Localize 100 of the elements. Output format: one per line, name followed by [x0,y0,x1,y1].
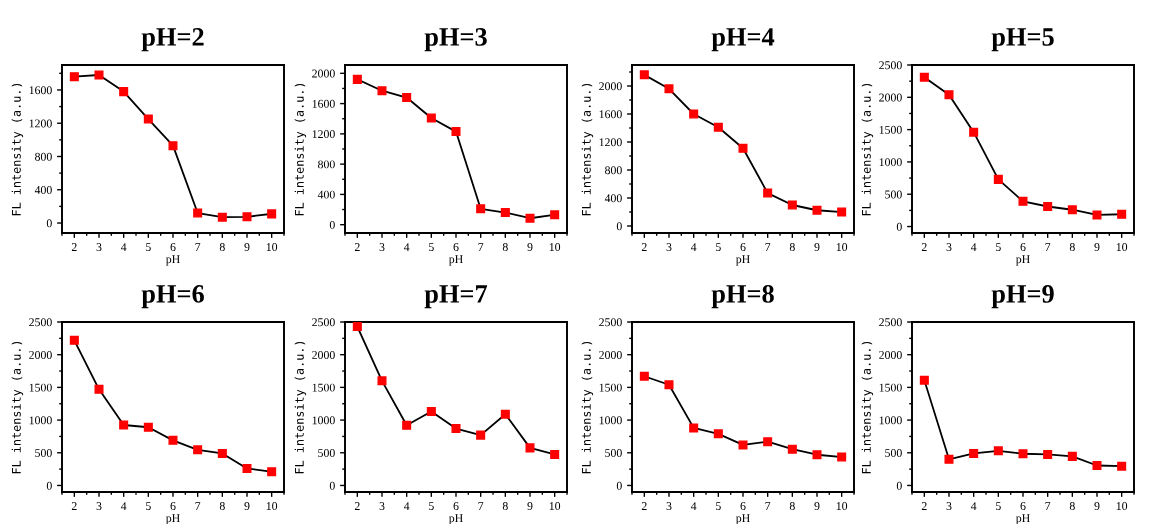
point [1117,209,1127,219]
x-tick-label: 7 [1045,502,1051,510]
point [664,84,674,94]
point [500,208,510,218]
point [1018,196,1028,206]
y-tick-label: 2500 [879,61,902,70]
x-tick-label: 8 [1069,502,1075,511]
x-axis-title: pH [448,514,463,524]
point [1067,205,1077,215]
x-tick-label: 5 [996,502,1001,511]
point [763,188,773,198]
point [168,435,178,445]
point [1043,449,1053,459]
y-tick-label: 500 [885,190,902,199]
x-tick-label: 6 [1020,502,1026,511]
x-axis-title: pH [165,255,180,266]
x-tick-label: 7 [195,502,201,510]
y-tick-label: 1200 [29,119,52,128]
y-axis-title: FL intensity (a.u.) [11,341,24,474]
point [993,446,1003,456]
y-tick-label: 400 [317,190,335,199]
point [787,200,797,210]
point [94,70,104,80]
x-tick-label: 2 [354,243,360,251]
point [119,87,129,97]
x-tick-label: 4 [120,243,127,251]
x-tick-label: 10 [266,243,278,252]
y-tick-label: 500 [318,449,335,457]
point [267,467,277,477]
x-tick-label: 3 [379,243,385,252]
x-tick-label: 10 [836,502,848,511]
point [919,72,929,82]
x-tick-label: 2 [71,502,77,510]
point [500,409,510,419]
y-tick-label: 1600 [312,99,335,108]
x-tick-label: 4 [690,502,697,510]
x-tick-label: 2 [641,243,647,251]
y-tick-label: 400 [604,194,622,203]
point [738,440,748,450]
x-tick-label: 3 [96,243,102,252]
chart-title: pH=9 [991,285,1054,309]
point [812,450,822,460]
x-tick-label: 3 [666,243,672,252]
y-tick-label: 1000 [312,416,335,425]
x-tick-label: 10 [549,502,561,511]
point [1092,461,1102,471]
y-tick-label: 0 [329,220,335,229]
x-tick-label: 4 [403,502,410,510]
point [969,448,979,458]
x-tick-label: 5 [429,243,434,252]
x-axis-title: pH [735,514,750,524]
y-tick-label: 1600 [599,110,622,119]
point [713,122,723,132]
x-tick-label: 7 [478,243,484,251]
x-tick-label: 10 [1116,502,1128,511]
point [476,204,486,214]
chart-title: pH=6 [141,285,204,309]
point [969,127,979,137]
x-tick-label: 9 [527,502,533,511]
point [1018,449,1028,459]
y-tick-label: 2000 [879,350,902,359]
point [689,109,699,119]
point [168,141,178,151]
y-tick-label: 0 [616,481,622,490]
y-axis-title: FL intensity (a.u.) [861,83,874,216]
x-tick-label: 2 [71,243,77,251]
x-tick-label: 9 [244,502,250,511]
y-tick-label: 500 [605,449,622,457]
y-tick-label: 0 [616,222,622,231]
x-tick-label: 6 [453,502,459,511]
y-axis-title: FL intensity (a.u.) [581,341,594,474]
x-tick-label: 6 [740,243,746,252]
x-tick-label: 6 [1020,243,1026,252]
chart-title: pH=5 [991,28,1054,52]
x-tick-label: 8 [502,502,508,511]
point [944,90,954,100]
x-tick-label: 5 [146,243,151,252]
point [1092,210,1102,220]
point [426,113,436,123]
point [664,380,674,390]
point [639,371,649,381]
point [94,384,104,394]
point [143,114,153,124]
y-tick-label: 1000 [879,416,902,425]
y-tick-label: 0 [46,481,52,490]
y-axis-title: FL intensity (a.u.) [294,83,307,216]
y-tick-label: 2500 [29,318,52,327]
x-tick-label: 7 [765,243,771,251]
x-tick-label: 4 [690,243,697,251]
x-tick-label: 7 [765,502,771,510]
x-axis-title: pH [165,514,180,524]
y-tick-label: 800 [35,152,52,161]
point [193,445,203,455]
point [944,454,954,464]
y-tick-label: 2000 [29,350,52,359]
x-tick-label: 3 [666,502,672,511]
point [451,424,461,434]
x-tick-label: 5 [429,502,434,511]
y-tick-label: 1000 [879,158,902,167]
y-tick-label: 2000 [599,350,622,359]
